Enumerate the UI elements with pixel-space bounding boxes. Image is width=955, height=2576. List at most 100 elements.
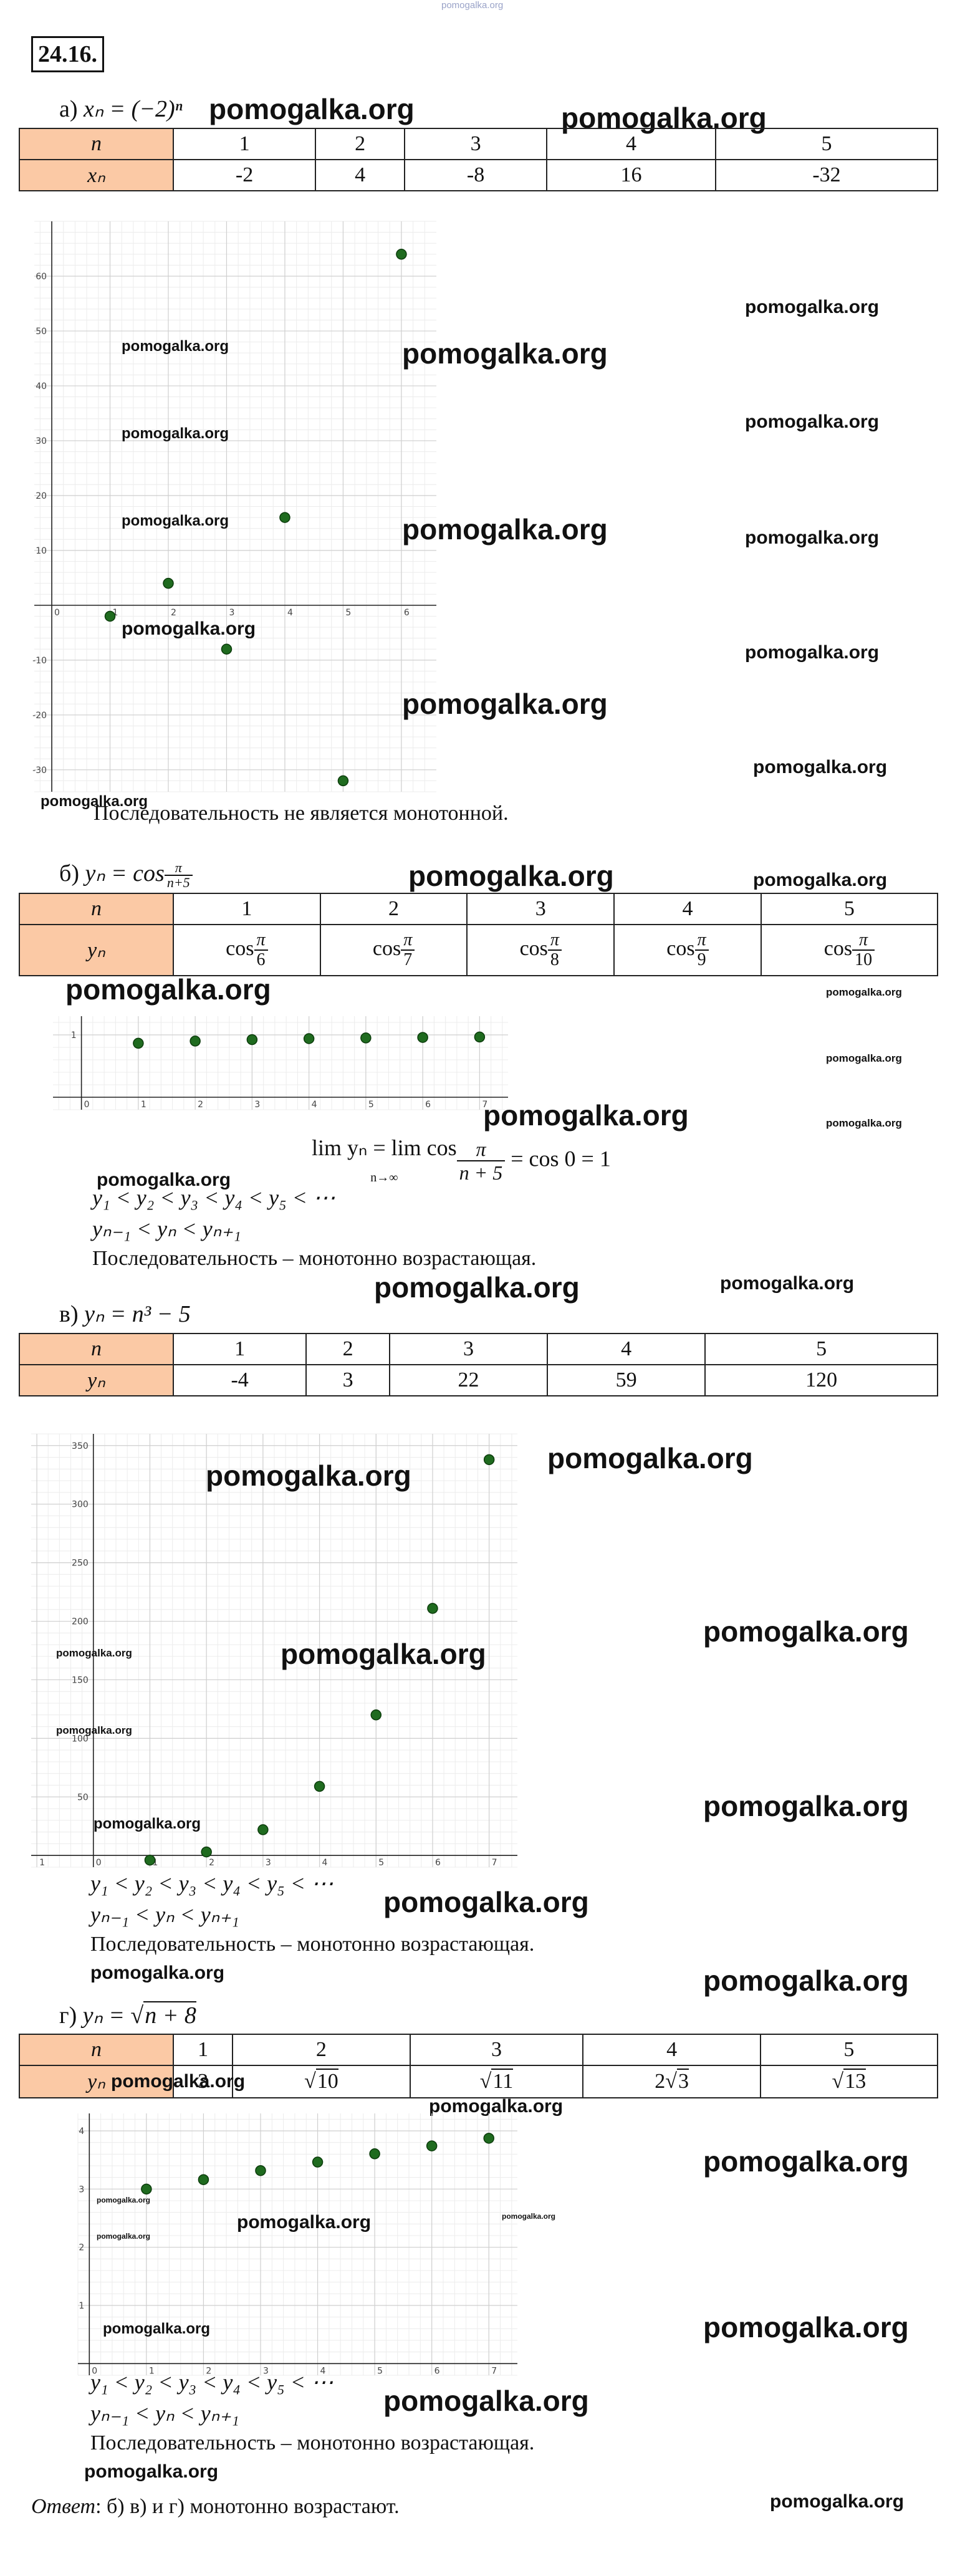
data-point	[314, 1781, 325, 1792]
table-cell: 2√3	[582, 2065, 761, 2098]
x-tick-label: 5	[368, 1100, 374, 1110]
watermark: pomogalka.org	[206, 1459, 411, 1492]
y-tick-label: 300	[72, 1500, 89, 1510]
watermark: pomogalka.org	[97, 2232, 151, 2241]
part-b-table: n 1 2 3 4 5 yₙ cos π 6 cos π 7 cos π 8 cos π 9 c…	[19, 893, 939, 976]
watermark: pomogalka.org	[122, 338, 229, 355]
part-d-heading: г) yₙ = √n + 8	[59, 2001, 196, 2029]
plot-part-c: 1 0 1 2 3 4 5 6 7 50 100 150 200 250 300 350	[31, 1433, 517, 1868]
part-b-heading: б) yₙ = cos π n+5	[59, 859, 193, 890]
y-tick-label: 350	[72, 1441, 89, 1451]
watermark: pomogalka.org	[56, 1647, 132, 1659]
table-row: xₙ -2 4 -8 16 -32	[19, 159, 939, 191]
data-point	[198, 2174, 209, 2185]
data-point	[201, 1846, 212, 1858]
watermark: pomogalka.org	[122, 618, 256, 639]
watermark: pomogalka.org	[122, 512, 229, 529]
watermark: pomogalka.org	[826, 1052, 902, 1064]
part-d-table: n 1 2 3 4 5 yₙ 3 √10 √11 2√3 √13	[19, 2034, 939, 2098]
y-tick-label: 250	[72, 1559, 89, 1569]
x-tick-label: 2	[198, 1100, 203, 1110]
watermark: pomogalka.org	[703, 2145, 909, 2178]
x-tick-label: 6	[434, 2366, 440, 2376]
part-d-inequality-1: y₁ < y₂ < y₃ < y₄ < y₅ < ⋯	[90, 2370, 334, 2395]
y-tick-label: 10	[36, 546, 47, 556]
cos-label: cos	[666, 936, 695, 960]
part-d-conclusion: Последовательность – монотонно возрастаю…	[90, 2431, 535, 2454]
table-cell: cos π 10	[760, 924, 939, 976]
data-point	[163, 577, 174, 589]
watermark: pomogalka.org	[237, 2212, 372, 2232]
part-a-conclusion: Последовательность не является монотонно…	[94, 802, 509, 825]
table-head-n: n	[19, 1333, 174, 1365]
part-c-formula: yₙ = n³ − 5	[84, 1301, 191, 1327]
limit-result: = cos 0 = 1	[511, 1146, 611, 1171]
x-tick-label: 2	[206, 2366, 211, 2376]
watermark: pomogalka.org	[703, 1615, 909, 1648]
table-cell: -4	[172, 1364, 307, 1396]
plot-part-d: 0 1 2 3 4 5 6 7 1 2 3 4	[77, 2113, 517, 2376]
pi-numerator: π	[547, 931, 562, 951]
radicand: 3	[676, 2069, 689, 2093]
table-cell: 3	[409, 2034, 584, 2066]
part-d-formula: yₙ =	[82, 2002, 131, 2029]
site-link[interactable]: pomogalka.org	[441, 0, 504, 11]
y-tick-label: -30	[32, 766, 47, 776]
data-point	[144, 1854, 156, 1866]
watermark: pomogalka.org	[122, 425, 229, 442]
x-tick-label: 2	[171, 608, 176, 618]
table-cell: √13	[759, 2065, 939, 2098]
pi-numerator: π	[254, 931, 268, 951]
y-tick-label: 1	[79, 2301, 84, 2311]
x-tick-label: 1	[149, 2366, 155, 2376]
watermark: pomogalka.org	[90, 1963, 225, 1983]
watermark: pomogalka.org	[770, 2491, 905, 2512]
x-tick-label: 1	[39, 1858, 45, 1868]
coefficient: 2	[655, 2070, 666, 2093]
watermark: pomogalka.org	[483, 1099, 689, 1132]
table-cell: cos π 8	[466, 924, 615, 976]
table-cell: 3	[305, 1364, 390, 1396]
table-cell: 5	[704, 1333, 938, 1365]
plot-part-a: 0 1 2 3 4 5 6 -30 -20 -10 10 20 30 40 50 60	[32, 221, 436, 792]
pi-numerator: π	[401, 931, 415, 951]
table-cell: 4	[613, 893, 762, 925]
table-cell: √11	[409, 2065, 584, 2098]
table-head-y: yₙ	[19, 1364, 174, 1396]
watermark: pomogalka.org	[753, 757, 888, 777]
watermark: pomogalka.org	[703, 1964, 909, 1997]
table-cell: cos π 7	[319, 924, 468, 976]
watermark: pomogalka.org	[703, 2311, 909, 2343]
table-cell: cos π 6	[173, 924, 321, 976]
part-c-conclusion: Последовательность – монотонно возрастаю…	[90, 1933, 535, 1956]
part-b-label: б)	[59, 860, 79, 887]
y-tick-label: -10	[32, 656, 47, 666]
radicand: 11	[491, 2069, 514, 2093]
table-row: yₙ -4 3 22 59 120	[19, 1364, 938, 1396]
x-tick-label: 5	[377, 2366, 383, 2376]
watermark: pomogalka.org	[753, 870, 888, 890]
x-tick-label: 3	[229, 608, 234, 618]
x-tick-label: 7	[482, 1100, 487, 1110]
denominator: 7	[403, 950, 413, 969]
watermark: pomogalka.org	[65, 973, 271, 1006]
data-point	[141, 2183, 152, 2195]
watermark: pomogalka.org	[97, 2196, 151, 2204]
y-tick-label: 150	[72, 1675, 89, 1685]
radicand: 13	[843, 2069, 866, 2093]
table-head-y: xₙ	[19, 159, 174, 191]
table-cell: 4	[546, 128, 716, 160]
part-c-inequality-2: yₙ₋₁ < yₙ < yₙ₊₁	[90, 1902, 239, 1927]
table-cell: 1	[172, 1333, 307, 1365]
denominator: 10	[855, 950, 873, 969]
y-tick-label: 2	[79, 2243, 84, 2253]
table-head-n: n	[19, 2034, 174, 2066]
part-a-heading: а) xₙ = (−2)ⁿ	[59, 95, 183, 123]
watermark: pomogalka.org	[383, 2385, 589, 2417]
table-cell: 1	[173, 893, 321, 925]
x-tick-label: 4	[312, 1100, 317, 1110]
x-tick-label: 6	[435, 1858, 441, 1868]
cos-label: cos	[519, 936, 548, 960]
data-point	[221, 643, 233, 655]
